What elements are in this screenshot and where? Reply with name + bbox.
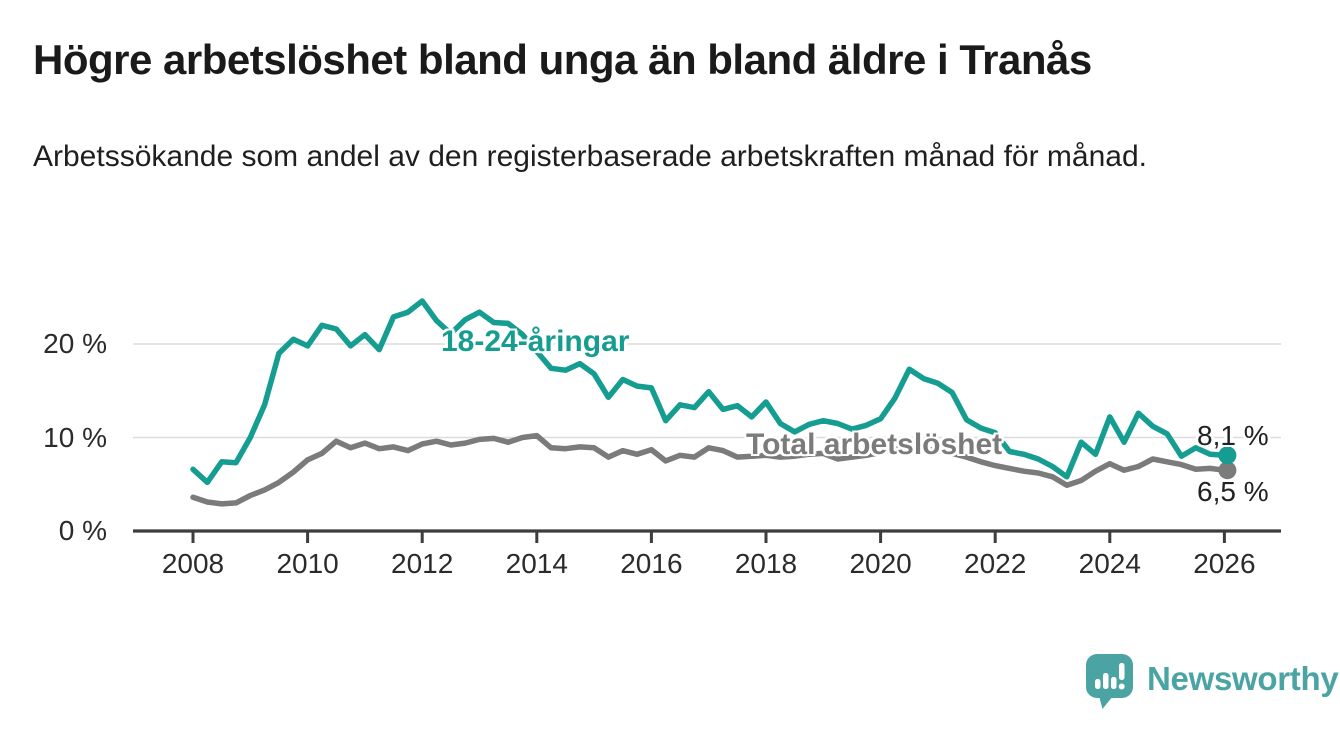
- series-label-total: Total arbetslöshet: [746, 428, 1003, 461]
- x-tick-label: 2012: [391, 548, 454, 579]
- x-tick-label: 2024: [1078, 548, 1141, 579]
- x-tick-label: 2014: [505, 548, 568, 579]
- page-subtitle: Arbetssökande som andel av den registerb…: [33, 140, 1147, 173]
- end-value-label-total: 6,5 %: [1197, 476, 1269, 507]
- x-tick-label: 2010: [276, 548, 339, 579]
- x-tick-label: 2022: [964, 548, 1027, 579]
- x-tick-label: 2016: [620, 548, 683, 579]
- newsworthy-logo: Newsworthy: [1085, 652, 1339, 710]
- series-end-dot: [1218, 446, 1237, 465]
- series-end-dot: [1218, 461, 1237, 480]
- page-title: Högre arbetslöshet bland unga än bland ä…: [33, 36, 1092, 83]
- series-label-youth: 18-24-åringar: [441, 325, 630, 358]
- x-tick-label: 2018: [734, 548, 798, 579]
- x-tick-label: 2020: [849, 548, 912, 579]
- y-tick-label: 0 %: [58, 515, 107, 546]
- y-tick-label: 10 %: [43, 421, 107, 453]
- x-tick-label: 2026: [1193, 548, 1256, 579]
- y-tick-label: 20 %: [43, 328, 107, 359]
- series-line: [190, 298, 1228, 486]
- x-tick-label: 2008: [161, 548, 225, 579]
- bar-chart-speech-bubble-icon: [1086, 654, 1133, 709]
- brand-name: Newsworthy: [1147, 659, 1339, 697]
- end-value-label-youth: 8,1 %: [1197, 420, 1269, 451]
- series-line: [190, 432, 1228, 507]
